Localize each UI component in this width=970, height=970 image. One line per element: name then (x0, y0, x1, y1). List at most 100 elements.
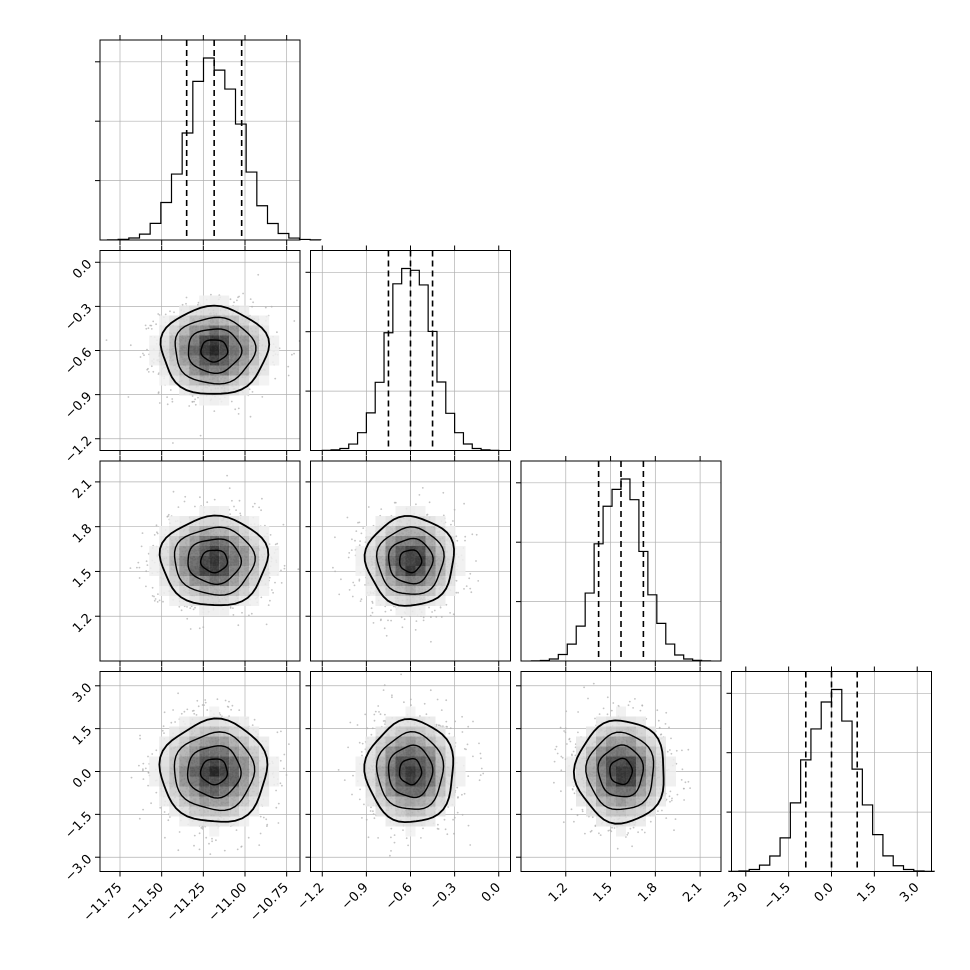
sample-point (213, 410, 216, 412)
sample-point (185, 296, 188, 299)
density-cell (179, 365, 190, 376)
sample-point (387, 619, 389, 622)
sample-point (279, 759, 282, 762)
sample-point (347, 556, 350, 559)
density-content (105, 273, 300, 444)
sample-point (241, 611, 243, 614)
sample-point (166, 396, 169, 398)
sample-point (159, 806, 162, 809)
density-cell (209, 345, 220, 356)
density-cell (179, 355, 190, 366)
density-cell (179, 516, 190, 526)
density-cell (269, 556, 280, 566)
density-cell (405, 546, 416, 556)
sample-point (352, 581, 355, 584)
density-cell (415, 516, 426, 526)
sample-point (230, 708, 233, 711)
sample-point (359, 540, 361, 542)
sample-point (280, 569, 282, 572)
density-cell (259, 576, 270, 586)
density-cell (179, 556, 190, 566)
sample-point (164, 836, 166, 839)
density-cell (189, 556, 200, 566)
sample-point (332, 566, 334, 569)
density-cell (239, 355, 250, 366)
density-cell (239, 556, 250, 566)
sample-point (260, 596, 263, 599)
sample-point (418, 494, 421, 496)
density-cell (219, 566, 230, 576)
density-cell (415, 526, 426, 536)
sample-point (264, 306, 267, 309)
sample-point (147, 327, 150, 330)
density-cell (395, 556, 406, 566)
sample-point (400, 616, 403, 619)
sample-point (184, 495, 187, 498)
density-cell (385, 586, 396, 596)
density-cell (159, 586, 170, 596)
y-tick-label: −0.6 (62, 345, 95, 378)
density-cell (229, 596, 240, 606)
sample-point (228, 487, 231, 490)
x-tick-label: 0.0 (812, 880, 837, 905)
density-cell (189, 315, 200, 326)
density-cell (385, 576, 396, 586)
density-cell (435, 596, 446, 606)
sample-point (230, 400, 233, 403)
density-cell (209, 596, 220, 606)
density-cell (445, 546, 456, 556)
density-cell (189, 325, 200, 336)
density-cell (169, 596, 180, 606)
sample-point (276, 331, 278, 334)
density-cell (365, 546, 376, 556)
sample-point (127, 396, 130, 398)
density-cell (425, 556, 436, 566)
sample-point (237, 413, 240, 415)
density-cell (209, 305, 220, 316)
sample-point (251, 305, 254, 308)
density-cell (249, 355, 260, 366)
density-cell (179, 526, 190, 536)
sample-point (380, 508, 383, 510)
sample-point (293, 352, 295, 355)
sample-point (236, 299, 238, 302)
contour-line (173, 526, 256, 596)
sample-point (189, 628, 192, 630)
density-cell (219, 606, 230, 616)
density-cell (189, 335, 200, 346)
density-cell (395, 596, 406, 606)
y-tick-label: 1.8 (70, 521, 95, 546)
sample-point (353, 584, 356, 587)
sample-point (453, 508, 456, 511)
sample-point (282, 523, 285, 526)
sample-point (354, 539, 356, 542)
density-cell (269, 355, 280, 366)
sample-point (138, 566, 141, 569)
sample-point (151, 595, 154, 597)
sample-point (270, 305, 273, 308)
sample-point (152, 320, 155, 323)
density-cell (179, 325, 190, 336)
contour-line (159, 304, 271, 395)
sample-point (393, 501, 396, 504)
sample-point (249, 298, 252, 300)
sample-point (390, 609, 392, 611)
density-cell (209, 526, 220, 536)
sample-point (186, 617, 189, 620)
sample-point (145, 560, 148, 563)
density-cell (385, 536, 396, 546)
density-cell (239, 516, 250, 526)
density-cell (375, 596, 386, 606)
density-cell (239, 536, 250, 546)
sample-point (172, 442, 174, 444)
sample-point (235, 829, 238, 831)
sample-point (231, 499, 233, 502)
density-cell (149, 546, 160, 556)
sample-point (194, 398, 197, 401)
density-cell (269, 345, 280, 356)
density-cell (455, 556, 466, 566)
sample-point (229, 606, 232, 608)
density-cell (385, 546, 396, 556)
sample-point (194, 505, 196, 508)
y-tick-label: 1.2 (70, 611, 95, 636)
